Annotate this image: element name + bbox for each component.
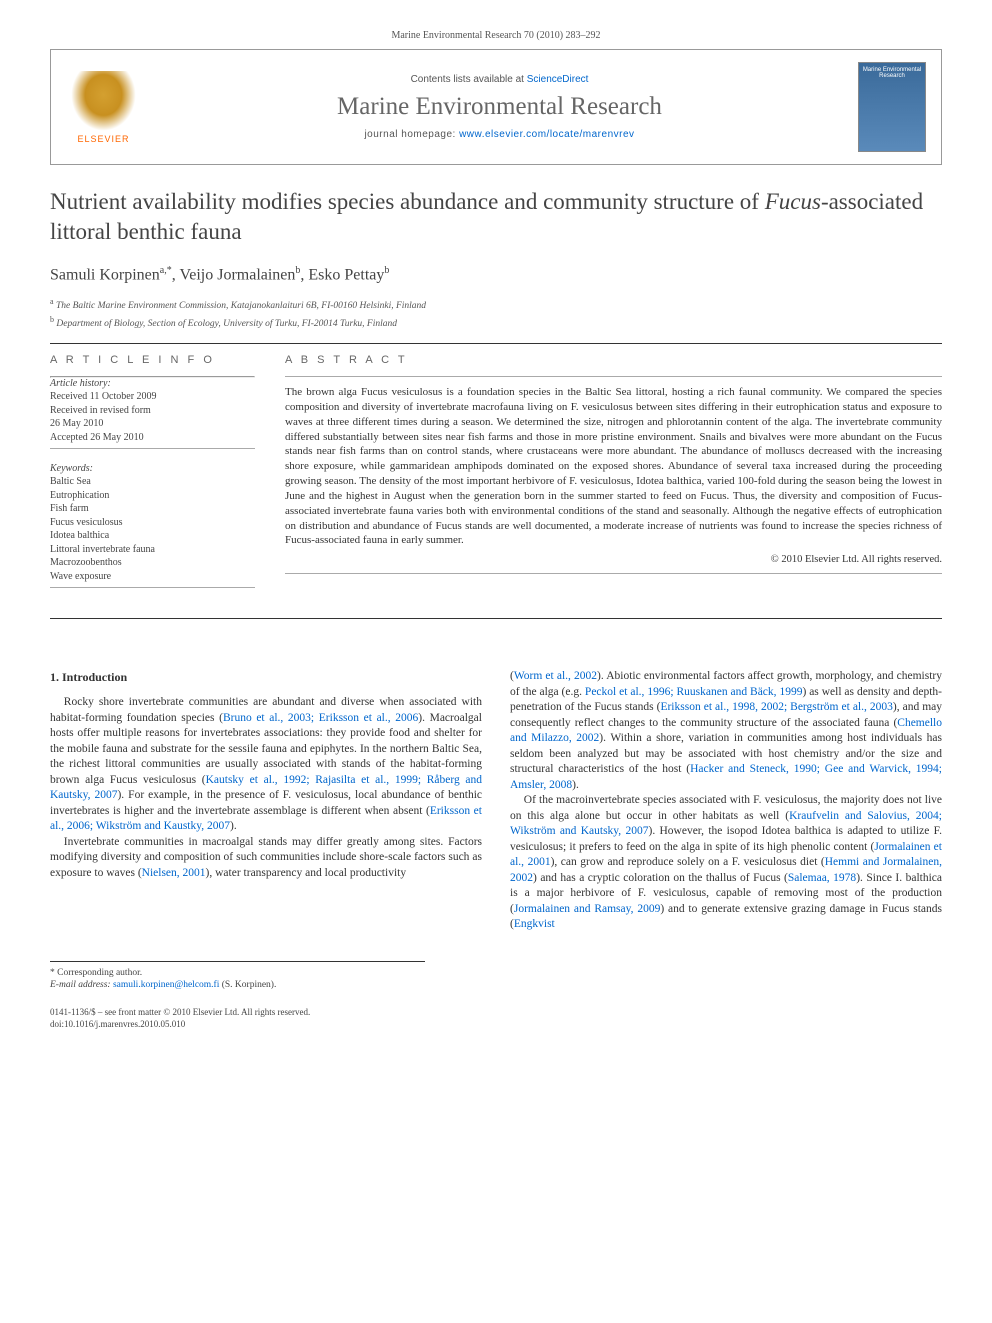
author-3: Esko Pettay xyxy=(308,266,384,283)
p4-mid2: ), can grow and reproduce solely on a F.… xyxy=(551,856,825,868)
author-3-sup: b xyxy=(384,265,389,276)
footer-meta: 0141-1136/$ – see front matter © 2010 El… xyxy=(50,1007,942,1030)
title-part1: Nutrient availability modifies species a… xyxy=(50,189,765,214)
article-info: A R T I C L E I N F O Article history: R… xyxy=(50,354,255,602)
kw-2: Eutrophication xyxy=(50,489,255,503)
abstract-text: The brown alga Fucus vesiculosus is a fo… xyxy=(285,385,942,548)
keywords-block: Keywords: Baltic Sea Eutrophication Fish… xyxy=(50,463,255,588)
body-col-left: 1. Introduction Rocky shore invertebrate… xyxy=(50,669,482,933)
rule-1 xyxy=(50,343,942,344)
kw-3: Fish farm xyxy=(50,502,255,516)
intro-p3: (Worm et al., 2002). Abiotic environment… xyxy=(510,669,942,793)
kw-8: Wave exposure xyxy=(50,570,255,584)
intro-p2: Invertebrate communities in macroalgal s… xyxy=(50,835,482,882)
section-1-title: 1. Introduction xyxy=(50,669,482,685)
history-4: Accepted 26 May 2010 xyxy=(50,431,255,445)
contents-prefix: Contents lists available at xyxy=(411,74,527,85)
kw-7: Macrozoobenthos xyxy=(50,556,255,570)
corresponding-author: * Corresponding author. xyxy=(50,967,425,979)
p1-end: ). xyxy=(230,820,237,832)
history-block: Article history: Received 11 October 200… xyxy=(50,378,255,449)
author-1: Samuli Korpinen xyxy=(50,266,160,283)
history-1: Received 11 October 2009 xyxy=(50,390,255,404)
p4-ref6[interactable]: Engkvist xyxy=(514,918,555,930)
kw-1: Baltic Sea xyxy=(50,475,255,489)
p4-ref4[interactable]: Salemaa, 1978 xyxy=(788,872,856,884)
email-name: (S. Korpinen). xyxy=(222,980,277,990)
affil-a-sup: a xyxy=(50,297,54,306)
homepage-link[interactable]: www.elsevier.com/locate/marenvrev xyxy=(459,129,634,140)
front-matter: 0141-1136/$ – see front matter © 2010 El… xyxy=(50,1007,942,1019)
author-2: Veijo Jormalainen xyxy=(179,266,295,283)
kw-5: Idotea balthica xyxy=(50,529,255,543)
author-2-sup: b xyxy=(295,265,300,276)
cover-text: Marine Environmental Research xyxy=(859,67,925,79)
p3-ref1[interactable]: Worm et al., 2002 xyxy=(514,670,597,682)
history-label: Article history: xyxy=(50,378,255,389)
history-3: 26 May 2010 xyxy=(50,417,255,431)
p3-end: ). xyxy=(572,779,579,791)
body-col-right: (Worm et al., 2002). Abiotic environment… xyxy=(510,669,942,933)
rule-2 xyxy=(50,618,942,619)
email-link[interactable]: samuli.korpinen@helcom.fi xyxy=(113,980,219,990)
journal-name: Marine Environmental Research xyxy=(156,93,843,121)
p4-mid3: ) and has a cryptic coloration on the th… xyxy=(533,872,788,884)
p3-ref3[interactable]: Eriksson et al., 1998, 2002; Bergström e… xyxy=(660,701,892,713)
info-heading: A R T I C L E I N F O xyxy=(50,354,255,366)
author-1-sup: a,* xyxy=(160,265,172,276)
contents-available: Contents lists available at ScienceDirec… xyxy=(156,74,843,85)
affil-b-sup: b xyxy=(50,315,54,324)
header-center: Contents lists available at ScienceDirec… xyxy=(156,74,843,140)
p2-ref1[interactable]: Nielsen, 2001 xyxy=(142,867,206,879)
intro-p1: Rocky shore invertebrate communities are… xyxy=(50,695,482,835)
body-columns: 1. Introduction Rocky shore invertebrate… xyxy=(50,669,942,933)
elsevier-label: ELSEVIER xyxy=(77,134,129,144)
journal-cover-thumb: Marine Environmental Research xyxy=(858,62,926,152)
keywords-label: Keywords: xyxy=(50,463,255,474)
elsevier-tree-icon xyxy=(71,71,136,131)
history-2: Received in revised form xyxy=(50,404,255,418)
p3-ref2[interactable]: Peckol et al., 1996; Ruuskanen and Bäck,… xyxy=(585,686,803,698)
authors: Samuli Korpinena,*, Veijo Jormalainenb, … xyxy=(50,265,942,284)
title-italic: Fucus xyxy=(765,189,821,214)
p1-ref1[interactable]: Bruno et al., 2003; Eriksson et al., 200… xyxy=(223,712,418,724)
kw-4: Fucus vesiculosus xyxy=(50,516,255,530)
kw-6: Littoral invertebrate fauna xyxy=(50,543,255,557)
elsevier-logo: ELSEVIER xyxy=(66,65,141,150)
copyright: © 2010 Elsevier Ltd. All rights reserved… xyxy=(285,554,942,565)
journal-header: ELSEVIER Contents lists available at Sci… xyxy=(50,49,942,165)
p2-end: ), water transparency and local producti… xyxy=(206,867,407,879)
doi: doi:10.1016/j.marenvres.2010.05.010 xyxy=(50,1019,942,1031)
footer-notes: * Corresponding author. E-mail address: … xyxy=(50,961,425,992)
citation-line: Marine Environmental Research 70 (2010) … xyxy=(50,30,942,41)
article-title: Nutrient availability modifies species a… xyxy=(50,187,942,247)
info-abstract-row: A R T I C L E I N F O Article history: R… xyxy=(50,354,942,602)
p4-ref5[interactable]: Jormalainen and Ramsay, 2009 xyxy=(514,903,660,915)
affil-a: The Baltic Marine Environment Commission… xyxy=(56,301,426,311)
email-label: E-mail address: xyxy=(50,980,111,990)
homepage-prefix: journal homepage: xyxy=(364,129,459,140)
homepage-line: journal homepage: www.elsevier.com/locat… xyxy=(156,129,843,140)
affil-b: Department of Biology, Section of Ecolog… xyxy=(56,319,397,329)
affiliations: a The Baltic Marine Environment Commissi… xyxy=(50,296,942,331)
sciencedirect-link[interactable]: ScienceDirect xyxy=(527,74,589,85)
abstract-heading: A B S T R A C T xyxy=(285,354,942,366)
abstract-column: A B S T R A C T The brown alga Fucus ves… xyxy=(285,354,942,602)
intro-p4: Of the macroinvertebrate species associa… xyxy=(510,793,942,933)
